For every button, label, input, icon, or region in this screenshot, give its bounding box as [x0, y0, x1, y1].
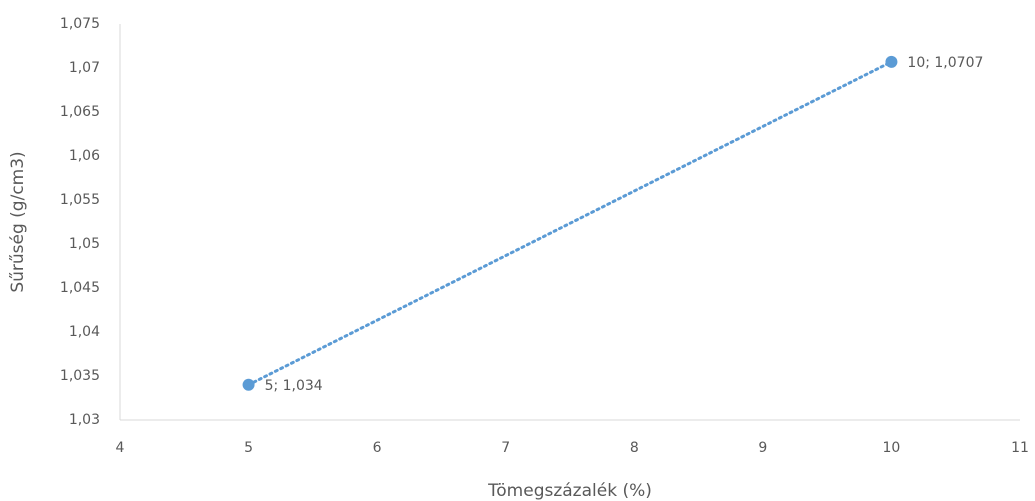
y-tick-label: 1,035 [60, 368, 100, 384]
y-tick-label: 1,04 [69, 324, 100, 340]
y-tick-label: 1,065 [60, 104, 100, 120]
y-tick-label: 1,06 [69, 148, 100, 164]
y-tick-label: 1,075 [60, 16, 100, 32]
y-tick-label: 1,055 [60, 192, 100, 208]
x-tick-label: 11 [1011, 440, 1029, 456]
x-tick-label: 6 [373, 440, 382, 456]
data-label: 10; 1,0707 [907, 55, 983, 71]
y-tick-label: 1,07 [69, 60, 100, 76]
x-tick-label: 4 [116, 440, 125, 456]
x-tick-label: 7 [501, 440, 510, 456]
x-tick-label: 10 [883, 440, 901, 456]
point [242, 378, 255, 391]
y-axis-title: Sűrűség (g/cm3) [8, 151, 28, 292]
x-tick-label: 5 [244, 440, 253, 456]
point [885, 55, 898, 68]
y-tick-label: 1,03 [69, 412, 100, 428]
x-axis-title: Tömegszázalék (%) [487, 481, 652, 501]
data-label: 5; 1,034 [265, 378, 323, 394]
y-tick-label: 1,045 [60, 280, 100, 296]
trendline [247, 60, 893, 387]
y-tick-label: 1,05 [69, 236, 100, 252]
x-tick-label: 9 [758, 440, 767, 456]
x-tick-label: 8 [630, 440, 639, 456]
